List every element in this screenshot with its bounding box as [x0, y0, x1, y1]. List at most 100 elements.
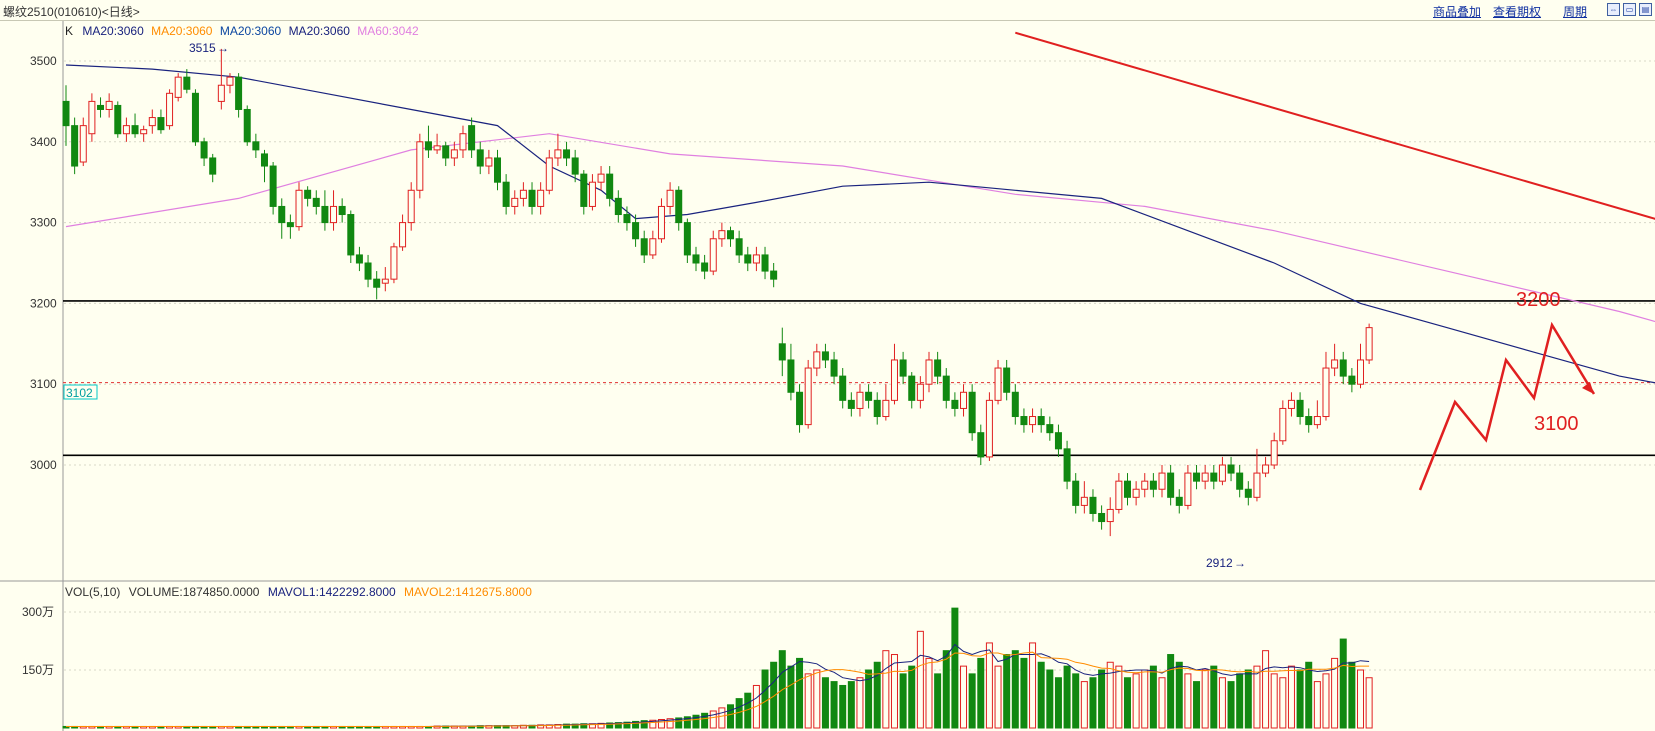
candle-body	[701, 262, 709, 272]
low-arrow-icon: →	[1234, 556, 1246, 570]
high-arrow-icon: →	[217, 41, 229, 55]
volume-bar	[1098, 669, 1106, 729]
split-icon[interactable]: ▭	[1623, 3, 1636, 16]
candle-body	[1046, 424, 1054, 434]
candle-body	[157, 117, 165, 131]
candle-body	[778, 343, 786, 361]
candle-body	[985, 399, 993, 458]
candle-body	[1020, 416, 1028, 426]
candle-body	[925, 359, 933, 385]
volume-bar	[1029, 642, 1037, 729]
volume-bar	[1054, 677, 1062, 729]
legend-vol: VOL(5,10)	[65, 585, 120, 599]
volume-bar	[873, 661, 881, 729]
candle-body	[563, 149, 571, 159]
view-options-link[interactable]: 查看期权	[1493, 5, 1542, 19]
candle-body	[640, 238, 648, 256]
candle-body	[1279, 407, 1287, 442]
legend-ma20-a: MA20:3060	[82, 24, 144, 38]
volume-bar	[865, 669, 873, 729]
candle-body	[1029, 416, 1037, 426]
volume-bar	[1089, 677, 1097, 729]
candle-body	[1253, 472, 1261, 498]
candle-body	[1313, 416, 1321, 426]
candle-body	[821, 351, 829, 361]
high-label: 3515	[189, 41, 216, 55]
overlay-commodity-link[interactable]: 商品叠加	[1433, 5, 1482, 19]
candle-body	[235, 76, 243, 110]
candle-body	[442, 145, 450, 159]
volume-bar	[916, 630, 924, 729]
volume-bar	[1063, 665, 1071, 729]
volume-bar	[657, 718, 665, 729]
candle-body	[528, 189, 536, 207]
candle-body	[1149, 480, 1157, 490]
volume-bar	[890, 654, 898, 729]
candle-body	[1184, 472, 1192, 506]
candle-body	[882, 399, 890, 418]
volume-bar	[934, 673, 942, 729]
volume-bar	[1322, 673, 1330, 729]
candle-body	[580, 173, 588, 207]
candle-body	[416, 141, 424, 191]
restore-icon[interactable]: ⇔	[1607, 3, 1620, 16]
legend-ma20-b: MA20:3060	[151, 24, 213, 38]
horizontal-levels	[63, 300, 1655, 457]
volume-bar	[701, 712, 709, 729]
price-grid	[64, 60, 1655, 466]
candle-body	[1054, 432, 1062, 450]
volume-grid	[64, 611, 1655, 671]
volume-bar	[1270, 673, 1278, 729]
volume-bar	[813, 669, 821, 729]
volume-bar	[727, 704, 735, 729]
volume-bar	[623, 721, 631, 729]
volume-bar	[847, 681, 855, 729]
candle-body	[330, 205, 338, 224]
candle-body	[727, 230, 735, 240]
candle-body	[71, 125, 79, 167]
volume-bar	[709, 710, 717, 729]
volume-bar	[1262, 650, 1270, 729]
candle-body	[1175, 496, 1183, 506]
candle-body	[1063, 448, 1071, 482]
volume-bar	[994, 665, 1002, 729]
candle-body	[166, 92, 174, 127]
volume-bar	[649, 719, 657, 729]
period-link[interactable]: 周期	[1563, 5, 1588, 19]
price-tick-label: 3400	[30, 135, 57, 149]
candle-body	[951, 399, 959, 409]
candle-body	[839, 375, 847, 401]
candle-body	[1262, 464, 1270, 474]
volume-bar	[580, 723, 588, 729]
candle-body	[856, 391, 864, 409]
candle-body	[770, 270, 778, 280]
candle-body	[209, 157, 217, 175]
candle-body	[761, 254, 769, 272]
candle-body	[597, 173, 605, 183]
candle-body	[286, 222, 294, 228]
candle-body	[1227, 464, 1235, 474]
candle-body	[338, 205, 346, 216]
candle-body	[709, 238, 717, 272]
volume-bar	[1253, 665, 1261, 729]
candle-body	[537, 189, 545, 207]
candle-body	[1270, 440, 1278, 466]
volume-bar	[1132, 673, 1140, 729]
candle-body	[916, 383, 924, 401]
candle-body	[744, 254, 752, 264]
candle-body	[88, 100, 96, 135]
candle-body	[847, 399, 855, 409]
candle-body	[1098, 512, 1106, 523]
volume-bar	[1305, 661, 1313, 729]
panel-icon[interactable]: ▤	[1639, 3, 1652, 16]
candle-body	[1141, 480, 1149, 490]
legend-k: K	[65, 24, 73, 38]
volume-bars	[62, 607, 1373, 729]
candle-body	[355, 254, 363, 264]
volume-bar	[1115, 665, 1123, 729]
low-label: 2912	[1206, 556, 1233, 570]
candle-body	[424, 141, 432, 151]
candle-body	[511, 197, 519, 207]
ma60-line	[65, 133, 1655, 323]
